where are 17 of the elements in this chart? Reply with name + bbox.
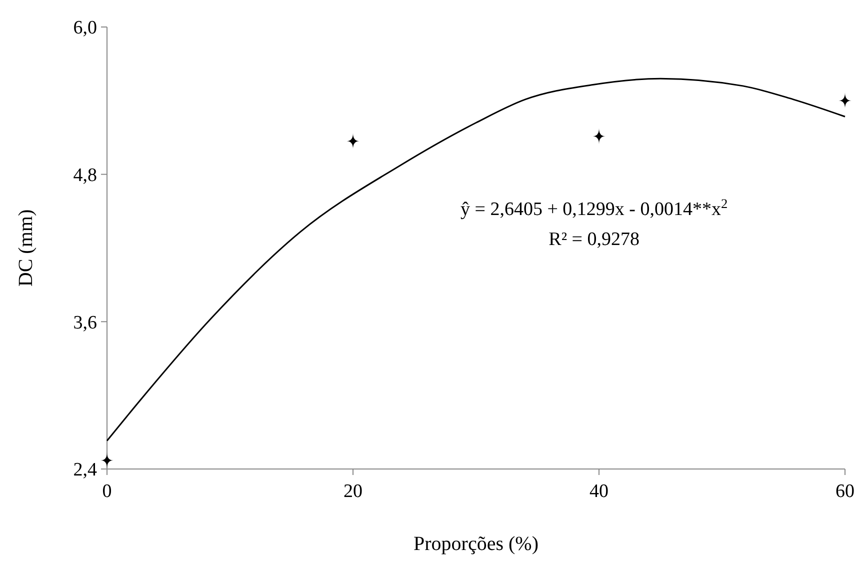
- y-tick-label: 4,8: [73, 164, 97, 186]
- x-tick-label: 40: [590, 481, 608, 502]
- annotation: R² = 0,9278: [548, 229, 640, 250]
- y-tick-label: 2,4: [73, 460, 98, 481]
- x-tick-label: 20: [344, 481, 362, 502]
- annotation: ŷ = 2,6405 + 0,1299x - 0,0014**x$^{2}$: [460, 196, 728, 220]
- point: [346, 133, 360, 150]
- x-axis-title: Proporções (%): [414, 533, 538, 555]
- x-tick-label: 0: [102, 481, 112, 502]
- y-tick-label: 6,0: [73, 18, 97, 39]
- point: [838, 92, 852, 109]
- y-tick-label: 3,6: [73, 312, 97, 334]
- point: [100, 452, 114, 468]
- line-series: [106, 78, 846, 442]
- point: [592, 128, 606, 144]
- y-axis-title: DC (mm): [15, 209, 37, 287]
- x-tick-label: 60: [836, 481, 854, 502]
